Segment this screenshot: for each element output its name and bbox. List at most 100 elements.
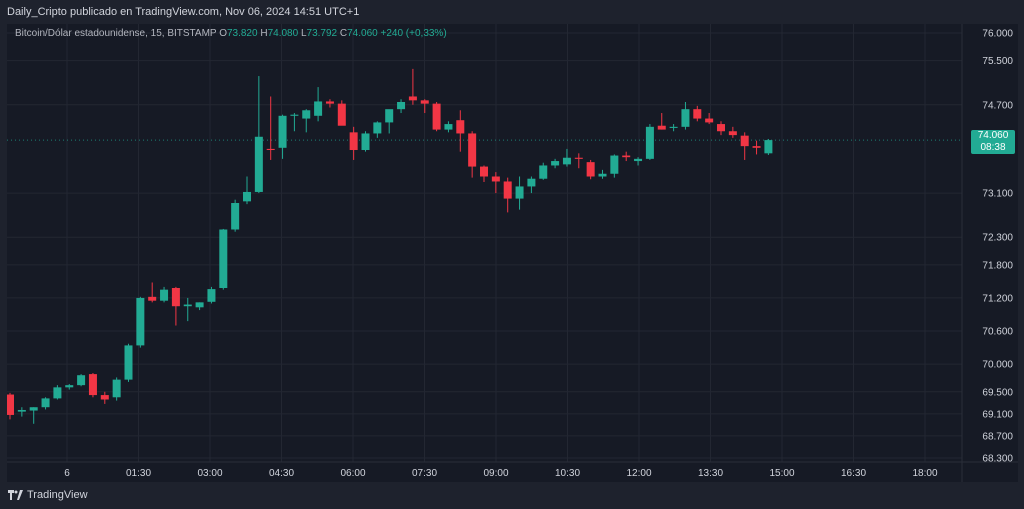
candle-up bbox=[112, 379, 121, 398]
candle-up bbox=[302, 110, 311, 119]
candle-down bbox=[148, 296, 157, 301]
candle-down bbox=[325, 101, 334, 104]
tradingview-brand[interactable]: TradingView bbox=[8, 489, 88, 501]
legend-open-label: O bbox=[219, 28, 227, 39]
candle-up bbox=[254, 136, 263, 192]
y-tick-label: 74.700 bbox=[982, 100, 1013, 111]
candle-down bbox=[586, 162, 595, 177]
x-tick-label: 12:00 bbox=[626, 468, 651, 479]
y-tick-label: 68.300 bbox=[982, 454, 1013, 465]
candle-down bbox=[88, 374, 97, 396]
candle-up bbox=[124, 345, 133, 380]
y-tick-label: 68.700 bbox=[982, 431, 1013, 442]
y-tick-label: 69.500 bbox=[982, 387, 1013, 398]
candle-down bbox=[491, 176, 500, 182]
candle-down bbox=[657, 125, 666, 130]
y-tick-label: 76.000 bbox=[982, 29, 1013, 40]
candle-up bbox=[373, 122, 382, 134]
candle-up bbox=[314, 101, 323, 116]
candle-down bbox=[432, 103, 441, 130]
x-tick-label: 16:30 bbox=[841, 468, 866, 479]
legend-high-label: H bbox=[260, 28, 268, 39]
candle-down bbox=[171, 288, 180, 307]
x-tick-label: 09:00 bbox=[483, 468, 508, 479]
legend-high-value: 74.080 bbox=[267, 28, 299, 39]
candle-up bbox=[77, 375, 86, 386]
y-tick-label: 70.600 bbox=[982, 327, 1013, 338]
candle-down bbox=[574, 157, 583, 159]
candle-up bbox=[183, 304, 192, 307]
candle-up bbox=[160, 289, 169, 301]
candle-up bbox=[645, 126, 654, 159]
candle-up bbox=[231, 203, 240, 230]
bar-countdown-timer: 08:38 bbox=[980, 142, 1006, 153]
x-tick-label: 06:00 bbox=[340, 468, 365, 479]
y-tick-label: 70.000 bbox=[982, 360, 1013, 371]
candle-up bbox=[17, 409, 26, 412]
candle-up bbox=[610, 155, 619, 174]
current-price-tag: 74.060 08:38 bbox=[971, 130, 1015, 154]
current-price-value: 74.060 bbox=[977, 130, 1009, 141]
candle-down bbox=[728, 131, 737, 136]
candle-down bbox=[456, 120, 465, 134]
x-tick-label: 13:30 bbox=[698, 468, 723, 479]
candle-up bbox=[562, 157, 571, 165]
candle-up bbox=[290, 114, 299, 116]
y-tick-label: 72.300 bbox=[982, 233, 1013, 244]
candle-up bbox=[29, 407, 38, 411]
publish-header: Daily_Cripto publicado en TradingView.co… bbox=[0, 0, 1024, 24]
y-tick-label: 69.100 bbox=[982, 409, 1013, 420]
x-tick-label: 03:00 bbox=[197, 468, 222, 479]
x-tick-label: 6 bbox=[64, 468, 70, 479]
candle-down bbox=[622, 155, 631, 158]
candle-up bbox=[278, 115, 287, 148]
x-tick-label: 15:00 bbox=[769, 468, 794, 479]
legend-low-label: L bbox=[300, 28, 307, 39]
candle-up bbox=[41, 398, 50, 408]
candle-up bbox=[195, 302, 204, 308]
y-tick-label: 73.100 bbox=[982, 189, 1013, 200]
candle-up bbox=[243, 191, 251, 202]
y-tick-label: 71.200 bbox=[982, 293, 1013, 304]
legend-low-value: 73.792 bbox=[306, 28, 338, 39]
candle-up bbox=[764, 140, 773, 154]
candle-down bbox=[7, 394, 14, 415]
legend-close-value: 74.060 bbox=[347, 28, 378, 39]
candle-up bbox=[385, 109, 394, 123]
candle-down bbox=[468, 133, 477, 167]
candle-down bbox=[337, 103, 346, 126]
tradingview-logo-icon bbox=[8, 490, 23, 500]
x-tick-label: 18:00 bbox=[912, 468, 937, 479]
brand-label: TradingView bbox=[27, 489, 88, 501]
candle-up bbox=[669, 126, 678, 128]
candle-down bbox=[349, 132, 358, 151]
candle-down bbox=[100, 395, 109, 400]
chart-legend: Bitcoin/Dólar estadounidense, 15, BITSTA… bbox=[15, 28, 447, 39]
candle-down bbox=[420, 100, 429, 104]
y-tick-label: 71.800 bbox=[982, 260, 1013, 271]
legend-open-value: 73.820 bbox=[226, 28, 258, 39]
candle-down bbox=[740, 135, 749, 147]
candle-up bbox=[444, 124, 453, 130]
candle-up bbox=[681, 109, 690, 127]
candle-up bbox=[551, 161, 560, 166]
candle-up bbox=[136, 297, 145, 346]
candlestick-chart[interactable]: 6 01:30 03:00 04:30 06:00 07:30 09:00 10:30 12:0… bbox=[7, 24, 1018, 482]
chart-area[interactable]: 6 01:30 03:00 04:30 06:00 07:30 09:00 10:30 12:0… bbox=[7, 24, 1018, 482]
footer: TradingView bbox=[0, 482, 1024, 509]
y-tick-label: 75.500 bbox=[982, 56, 1013, 67]
candle-up bbox=[634, 158, 643, 162]
legend-symbol: Bitcoin/Dólar estadounidense, 15, BITSTA… bbox=[15, 28, 217, 39]
candle-down bbox=[408, 96, 417, 101]
candle-down bbox=[693, 109, 702, 119]
x-tick-label: 10:30 bbox=[555, 468, 580, 479]
candle-up bbox=[207, 289, 216, 302]
candle-down bbox=[266, 148, 275, 151]
candle-down bbox=[717, 124, 725, 132]
candle-down bbox=[480, 166, 488, 177]
candle-up bbox=[515, 186, 524, 199]
candle-down bbox=[705, 118, 714, 123]
x-tick-label: 01:30 bbox=[126, 468, 151, 479]
candle-up bbox=[527, 178, 536, 187]
legend-close-label: C bbox=[339, 28, 348, 39]
